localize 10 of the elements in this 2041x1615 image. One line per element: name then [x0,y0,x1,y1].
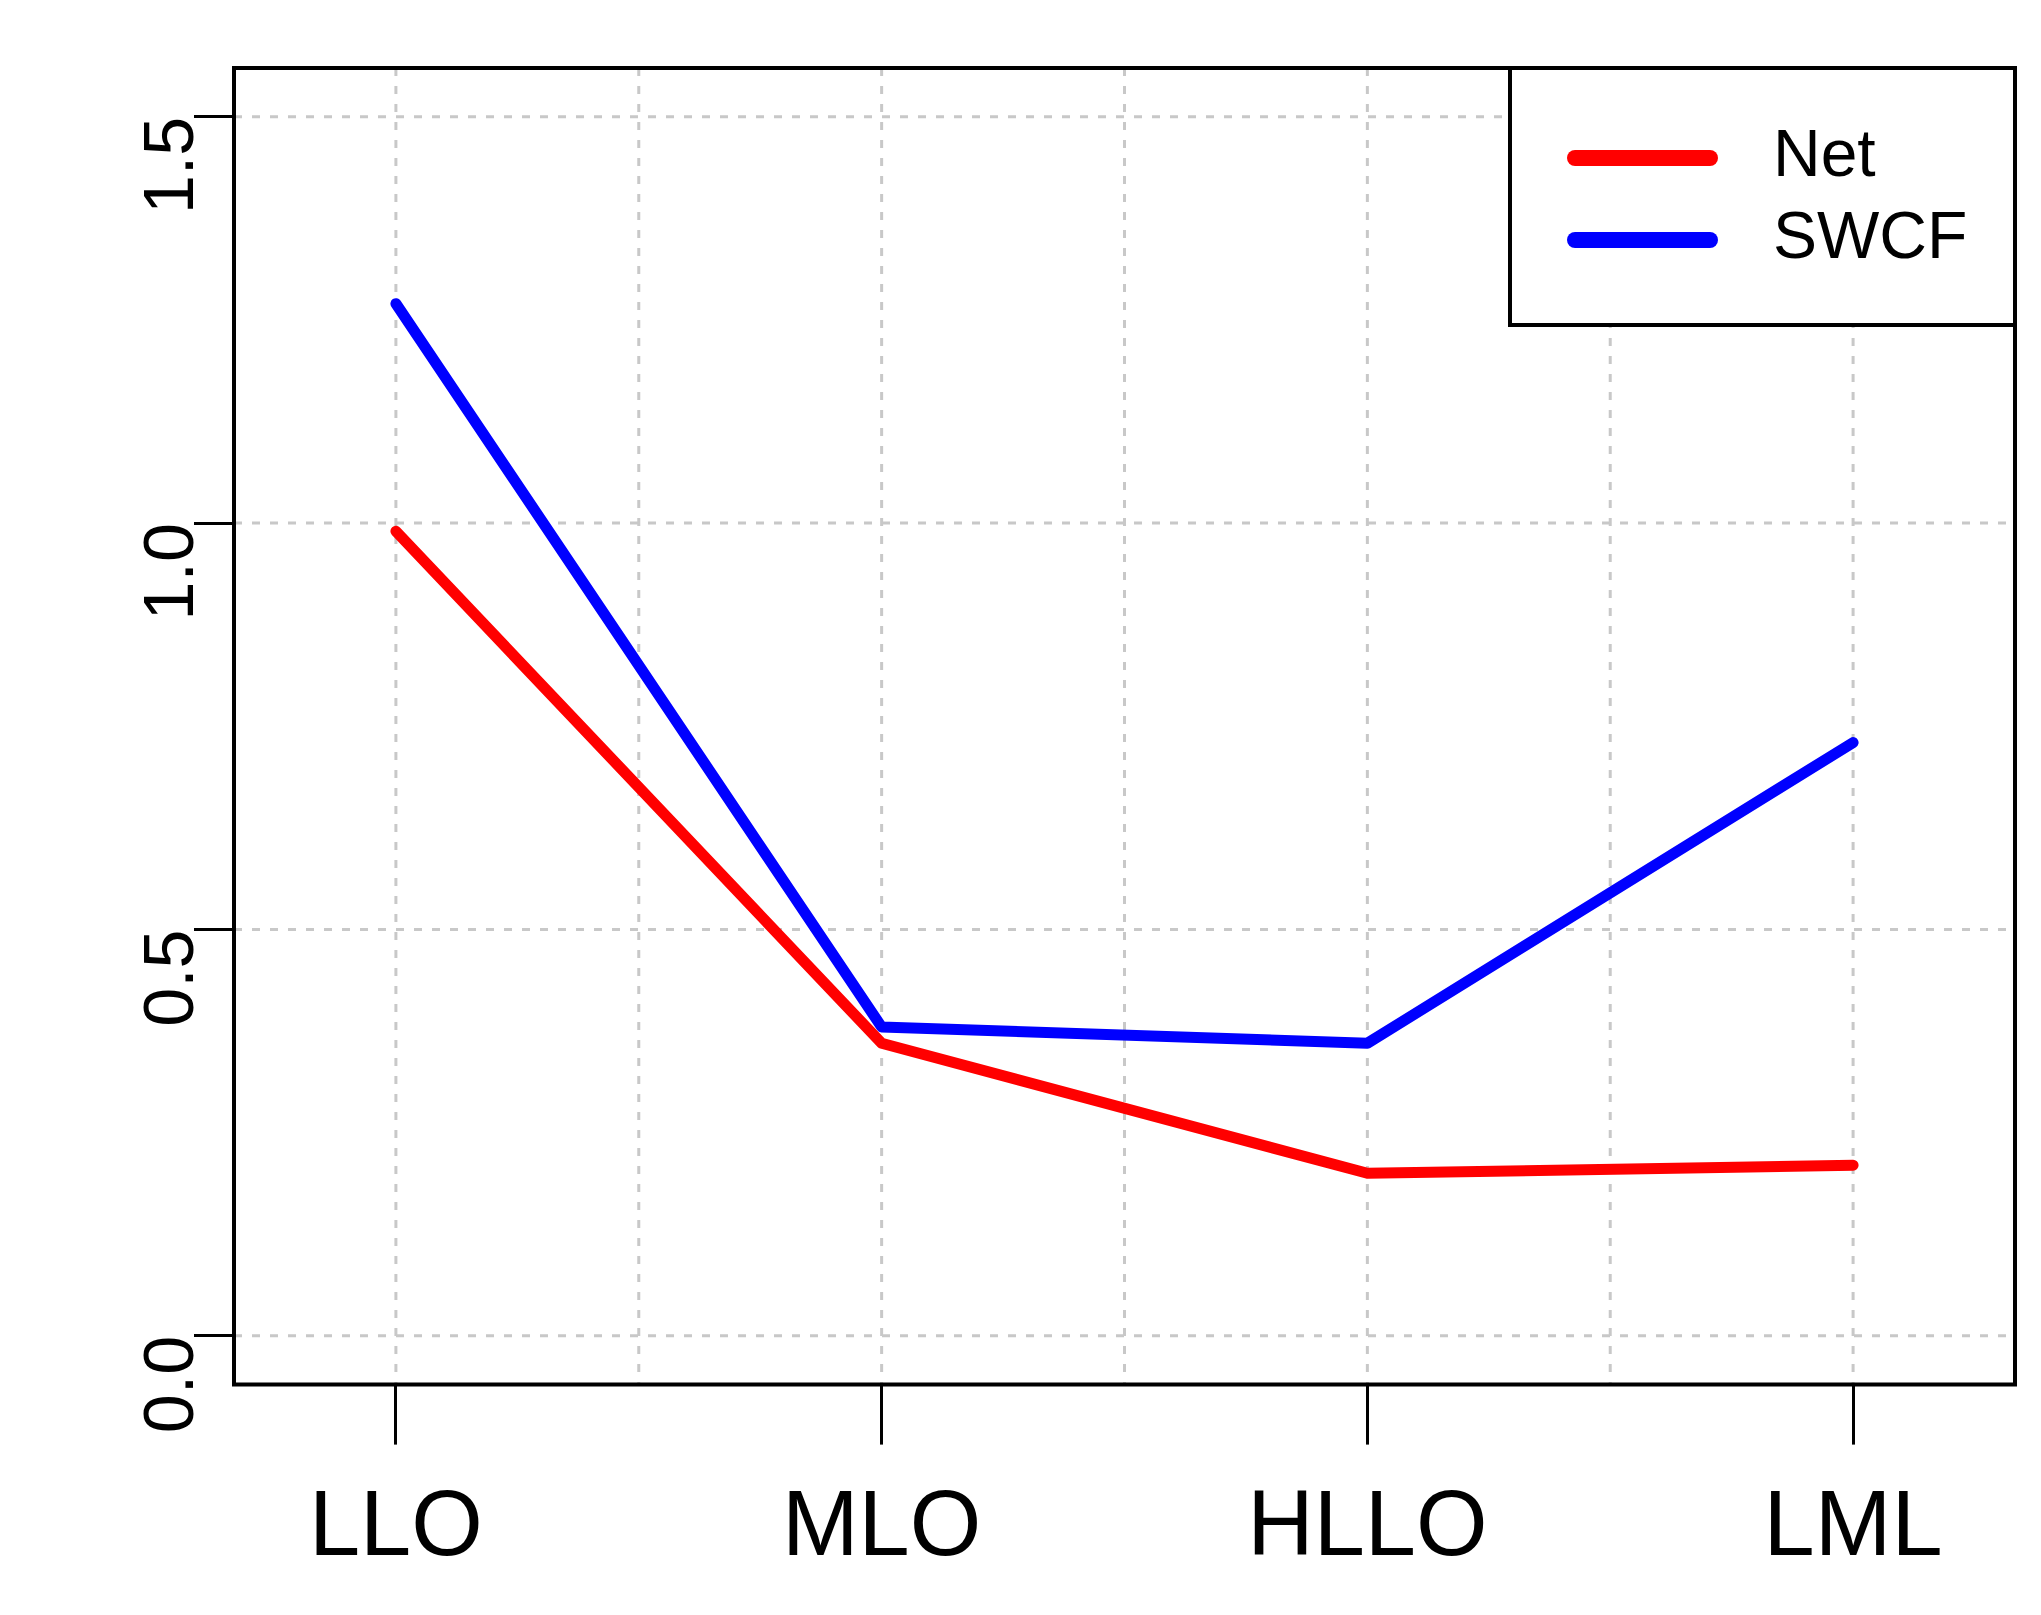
y-tick-label: 0.0 [130,1335,209,1434]
legend-label: SWCF [1773,198,1968,273]
y-tick-label: 1.0 [130,523,209,621]
x-tick-label: HLLO [1247,1472,1488,1575]
y-tick-label: 0.5 [130,929,209,1027]
x-tick-label: LLO [308,1472,483,1575]
y-tick-label: 1.5 [130,116,209,215]
legend-label: Net [1773,116,1876,191]
x-tick-label: MLO [781,1472,982,1575]
x-tick-label: LML [1763,1472,1943,1575]
